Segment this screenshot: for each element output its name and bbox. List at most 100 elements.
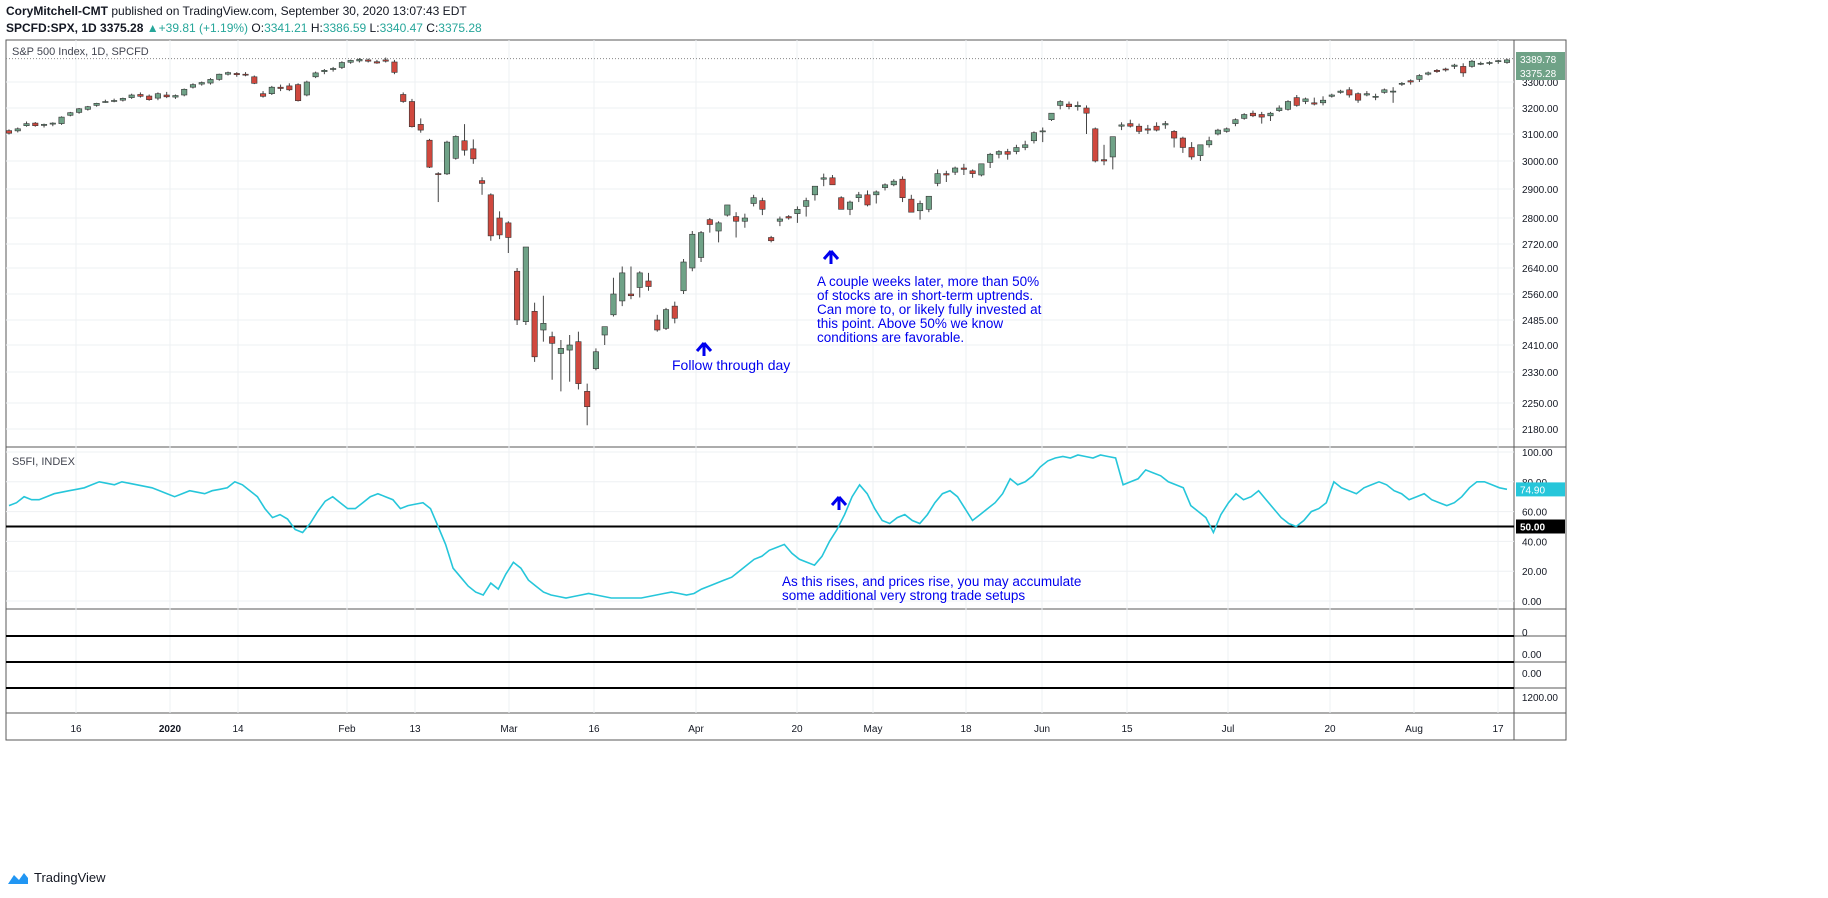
candle-body-down <box>470 148 477 160</box>
candle-body-up <box>934 173 941 184</box>
candle-body-down <box>733 216 740 222</box>
candle <box>1171 130 1178 148</box>
candle <box>1214 128 1221 136</box>
price-tick-label: 2800.00 <box>1522 214 1559 225</box>
candle <box>882 183 889 191</box>
candle-body-up <box>1477 62 1484 65</box>
time-tick-label: 2020 <box>159 724 182 735</box>
candle-body-up <box>198 82 205 85</box>
time-tick-label: Mar <box>500 724 518 735</box>
candle-body-up <box>1232 119 1239 124</box>
candle <box>5 129 13 135</box>
candle <box>330 66 337 72</box>
candle-body-down <box>400 94 407 102</box>
time-tick-label: Feb <box>338 724 356 735</box>
candle-body-down <box>645 280 652 287</box>
candle-body-up <box>1074 105 1081 108</box>
candle <box>163 91 170 99</box>
candle <box>382 57 389 63</box>
candle-body-up <box>347 60 354 63</box>
candle <box>1039 127 1046 143</box>
candle-body-up <box>1337 90 1344 93</box>
high-label: H: <box>310 21 323 35</box>
candle-body-up <box>1013 147 1020 152</box>
candle <box>1223 127 1230 133</box>
price-tag-label: 3375.28 <box>1520 69 1557 80</box>
indicator-annotation-line: As this rises, and prices rise, you may … <box>782 574 1081 589</box>
candle <box>295 83 302 102</box>
candle <box>1013 144 1020 155</box>
symbol-label: SPCFD:SPX, 1D <box>6 21 97 35</box>
candle-body-down <box>1136 125 1143 132</box>
candle <box>452 135 459 160</box>
candle <box>1267 111 1274 121</box>
candle-body-up <box>952 167 959 173</box>
candle <box>1460 63 1467 77</box>
candle <box>1451 63 1458 69</box>
candle <box>1381 88 1388 94</box>
candle <box>566 335 573 382</box>
candle <box>846 200 853 216</box>
candle-body-up <box>119 98 126 101</box>
candle-body-down <box>1460 66 1467 74</box>
price-tick-label: 2180.00 <box>1522 425 1559 436</box>
candle <box>698 231 705 262</box>
candle-body-down <box>1442 68 1449 71</box>
candle <box>1390 87 1397 103</box>
time-tick-label: 18 <box>960 724 972 735</box>
candle <box>58 116 65 125</box>
indicator-value-tag-bg <box>1516 482 1565 497</box>
candle <box>1258 111 1265 124</box>
time-tick-label: 14 <box>232 724 244 735</box>
candle <box>111 98 118 103</box>
candle-body-up <box>636 272 643 288</box>
candle-body-down <box>1065 103 1073 107</box>
price-tick-label: 3200.00 <box>1522 104 1559 115</box>
candle <box>943 170 950 182</box>
candle-body-down <box>785 216 792 219</box>
candle-body-down <box>1433 70 1440 72</box>
candle <box>601 326 608 345</box>
candle <box>1503 58 1511 64</box>
arrow-shape <box>822 250 840 264</box>
candle <box>952 166 959 175</box>
candle-body-up <box>557 348 564 354</box>
candle <box>1468 59 1475 68</box>
candle-body-down <box>514 270 521 321</box>
candle-body-down <box>391 61 398 73</box>
candle <box>549 331 556 380</box>
candle-body-up <box>84 106 91 110</box>
candle-body-down <box>1407 80 1414 83</box>
candle <box>663 307 670 330</box>
time-tick-label: 20 <box>1324 724 1336 735</box>
candle-body-down <box>627 293 634 297</box>
candle <box>1293 95 1300 107</box>
indicator-arrow-icon <box>830 496 848 510</box>
candle <box>443 140 451 175</box>
candle <box>995 150 1002 159</box>
candle <box>1372 93 1379 101</box>
high-value: 3386.59 <box>322 21 367 35</box>
candle <box>1074 101 1081 111</box>
candle <box>1048 112 1055 121</box>
candle <box>400 92 407 103</box>
author-name[interactable]: CoryMitchell-CMT <box>6 4 108 18</box>
candle <box>260 91 267 98</box>
candle <box>1179 136 1186 153</box>
candle <box>154 92 161 101</box>
candle-body-up <box>268 86 275 94</box>
chart-frame <box>5 39 1567 741</box>
candle <box>1416 74 1423 82</box>
candle-body-up <box>689 233 696 269</box>
indicator-value-tag: 74.90 <box>1520 485 1545 496</box>
candle <box>610 277 617 317</box>
candle-body-up <box>1372 96 1379 98</box>
tradingview-brand[interactable]: TradingView <box>34 870 106 885</box>
uptrend-annotation-line: of stocks are in short-term uptrends. <box>817 288 1033 303</box>
candle-body-up <box>216 73 223 80</box>
candle-body-up <box>803 200 810 207</box>
candle-body-up <box>128 94 135 98</box>
candle <box>32 122 39 127</box>
candle <box>619 266 626 307</box>
